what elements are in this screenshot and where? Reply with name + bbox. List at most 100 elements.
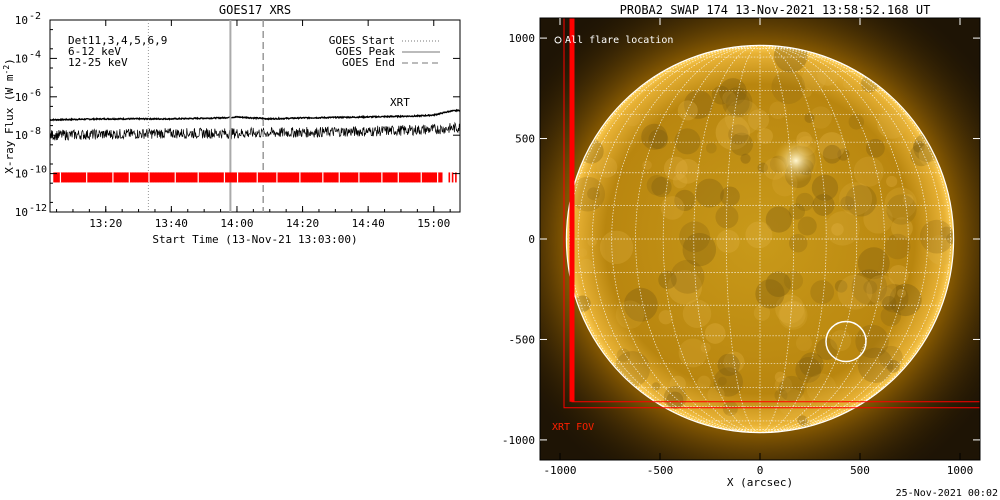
disk-texture-blob: [715, 205, 739, 229]
grid-longitude-line: [759, 45, 909, 433]
xrt-coverage-segment: [238, 172, 241, 183]
disk-texture-blob: [926, 234, 954, 266]
disk-texture-blob: [940, 226, 953, 240]
xrt-coverage-segment: [379, 172, 382, 183]
xrt-coverage-segment: [82, 172, 85, 183]
disk-texture-blob: [845, 184, 877, 217]
disk-texture-blob: [651, 382, 661, 391]
legend-goes-start: GOES Start: [329, 34, 395, 47]
xrt-gap: [299, 172, 301, 183]
disk-texture-blob: [679, 221, 711, 253]
legend-goes-peak: GOES Peak: [335, 45, 395, 58]
grid-longitude-line: [662, 45, 761, 433]
xrt-coverage-segment: [168, 172, 171, 183]
swap-y-tick-label: -500: [509, 333, 536, 346]
xrt-gap: [446, 172, 449, 183]
disk-texture-blob: [879, 283, 909, 313]
xrt-gap: [174, 172, 176, 183]
goes-x-axis-label: Start Time (13-Nov-21 13:03:00): [152, 233, 357, 246]
disk-texture-blob: [753, 304, 771, 321]
disk-texture-blob: [902, 194, 914, 205]
xrt-coverage-segment: [428, 172, 432, 183]
fov-outline-outer: [563, 18, 980, 409]
xrt-coverage-segment: [102, 172, 105, 183]
xrt-coverage-segment: [187, 172, 190, 183]
disk-texture-blob: [765, 271, 791, 298]
goes-y-tick-label: 10: [15, 14, 28, 27]
xrt-coverage-segment: [310, 172, 313, 183]
xrt-coverage-segment: [300, 172, 304, 183]
xrt-coverage-segment: [297, 172, 300, 183]
goes-y-tick-label: 10: [15, 52, 28, 65]
disk-texture-blob: [724, 99, 761, 136]
xrt-coverage-segment: [400, 172, 404, 183]
disk-texture-blob: [678, 338, 708, 368]
xrt-coverage-segment: [378, 172, 381, 183]
disk-texture-blob: [857, 347, 894, 384]
xrt-coverage-segment: [69, 172, 72, 183]
disk-texture-blob: [822, 144, 842, 164]
xrt-coverage-segment: [189, 172, 192, 183]
xrt-coverage-segment: [104, 172, 107, 183]
xrt-coverage-segment: [304, 172, 307, 183]
xrt-coverage-segment: [132, 172, 135, 183]
xrt-coverage-segment: [284, 172, 287, 183]
xrt-coverage-segment: [63, 172, 66, 183]
xrt-coverage-segment: [409, 172, 412, 183]
xrt-coverage-segment: [186, 172, 189, 183]
xrt-coverage-segment: [192, 172, 195, 183]
disk-texture-blob: [663, 156, 688, 181]
xrt-coverage-segment: [399, 172, 402, 183]
xrt-coverage-segment: [404, 172, 407, 183]
xrt-coverage-segment: [113, 172, 117, 183]
legend-goes-end: GOES End: [342, 56, 395, 69]
xrt-gap: [437, 172, 439, 183]
xrt-coverage-segment: [220, 172, 223, 183]
disk-texture-blob: [830, 330, 852, 352]
disk-texture-blob: [884, 233, 911, 260]
xrt-coverage-segment: [240, 172, 243, 183]
xrt-coverage-segment: [72, 172, 76, 183]
disk-texture-blob: [817, 64, 839, 86]
goes-x-tick-label: 15:00: [417, 217, 450, 230]
xrt-gap: [148, 172, 150, 183]
disk-texture-blob: [670, 259, 705, 294]
disk-texture-blob: [624, 109, 641, 127]
xrt-coverage-segment: [307, 172, 310, 183]
xrt-coverage-segment: [369, 172, 372, 183]
goes-event-markers: [147, 20, 264, 212]
xrt-coverage-segment: [373, 172, 376, 183]
goes-y-tick-label: 10: [15, 168, 28, 181]
xrt-coverage-segment: [241, 172, 245, 183]
xrt-coverage-segment: [291, 172, 294, 183]
xrt-gap: [381, 172, 383, 183]
disk-texture-blob: [587, 237, 597, 247]
footer-timestamp: 25-Nov-2021 00:02: [896, 488, 998, 499]
disk-texture-blob: [946, 233, 954, 245]
disk-texture-blob: [853, 156, 884, 187]
xrt-coverage-segment: [312, 172, 315, 183]
xrt-coverage-segment: [202, 172, 205, 183]
xrt-coverage-segment: [233, 172, 236, 183]
xrt-coverage-segment: [81, 172, 84, 183]
xrt-coverage-segment: [277, 172, 281, 183]
disk-texture-blob: [879, 345, 903, 370]
xrt-gap: [223, 172, 226, 183]
disk-texture-blob: [682, 299, 712, 328]
disk-texture-blob: [658, 310, 673, 325]
goes-plot-title: GOES17 XRS: [219, 3, 291, 17]
xrt-coverage-segment: [455, 172, 457, 183]
goes-x-tick-label: 13:40: [155, 217, 188, 230]
xrt-coverage-segment: [433, 172, 436, 183]
disk-texture-blob: [705, 142, 717, 154]
xrt-coverage-segment: [432, 172, 435, 183]
goes-y-tick-exponent: -12: [29, 203, 47, 214]
disk-texture-blob: [801, 66, 826, 92]
disk-texture-blob: [838, 182, 873, 216]
xrt-coverage-segment: [140, 172, 143, 183]
goes-x-tick-label: 13:20: [89, 217, 122, 230]
disk-texture-blob: [783, 270, 804, 291]
disk-texture-blob: [720, 186, 740, 207]
xrt-coverage-segment: [410, 172, 413, 183]
goes-plot-frame: [49, 19, 461, 213]
